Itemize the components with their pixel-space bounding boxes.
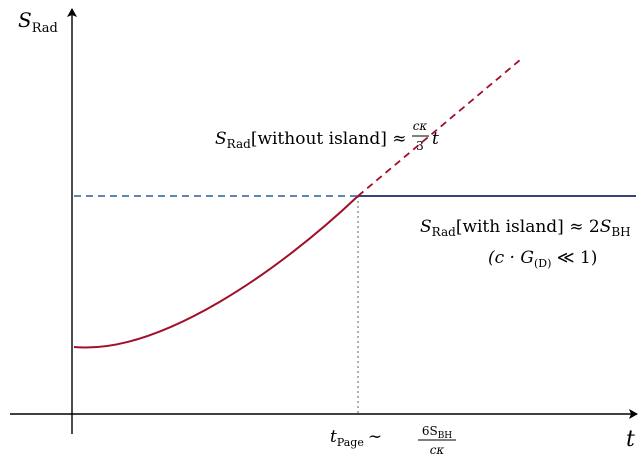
svg-text:6SBH: 6SBH bbox=[422, 424, 452, 441]
svg-text:SRad[without island] ≈: SRad[without island] ≈ bbox=[215, 129, 406, 151]
y-axis-label: SRad bbox=[18, 8, 58, 36]
with-island-label: SRad[with island] ≈ 2SBH (c · G(D) ≪ 1) bbox=[420, 217, 631, 270]
svg-text:tPage∼: tPage ∼ bbox=[330, 427, 382, 449]
svg-text:cκ: cκ bbox=[413, 119, 428, 133]
page-time-label: tPage ∼ 6SBH cκ bbox=[330, 424, 456, 457]
svg-text:cκ: cκ bbox=[430, 443, 445, 457]
svg-text:3: 3 bbox=[416, 139, 424, 153]
without-island-curve bbox=[73, 195, 359, 349]
x-axis-label: t bbox=[626, 427, 635, 452]
without-island-dashed-line bbox=[357, 59, 521, 197]
svg-text:(c · G(D) ≪ 1): (c · G(D) ≪ 1) bbox=[488, 248, 597, 270]
without-island-label: SRad[without island] ≈ cκ 3 t bbox=[215, 119, 439, 153]
svg-text:SRad[with island] ≈ 2SBH: SRad[with island] ≈ 2SBH bbox=[420, 217, 631, 239]
svg-text:t: t bbox=[432, 129, 439, 149]
